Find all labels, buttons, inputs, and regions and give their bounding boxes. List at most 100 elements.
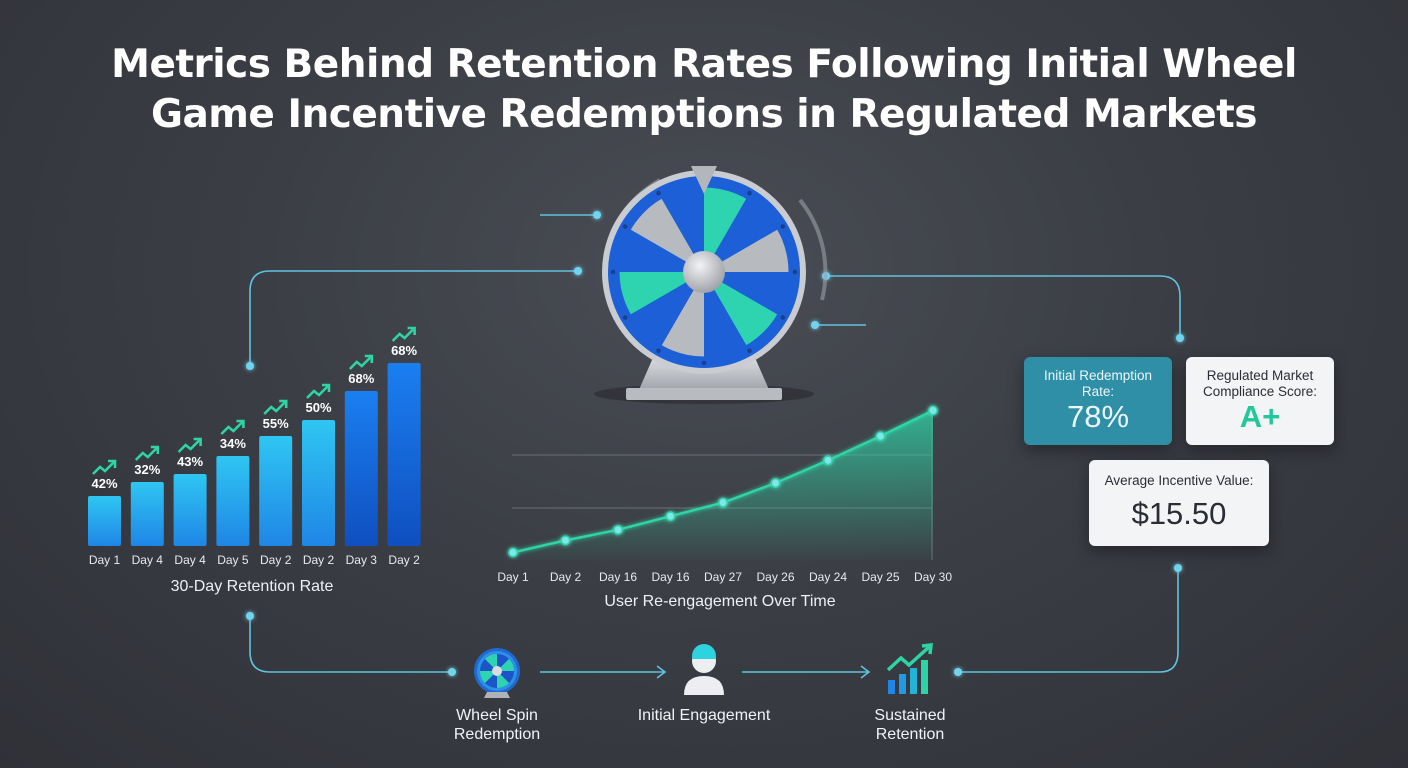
trend-up-icon [177,439,201,453]
average-incentive-value: $15.50 [1131,496,1227,531]
bar [130,482,164,546]
bar-category-label: Day 4 [174,553,206,567]
data-point [560,535,571,546]
flow-step-1-line-1: Wheel Spin [456,707,538,724]
compliance-label-2: Compliance Score: [1202,384,1318,399]
flow-step-wheel-spin: Wheel Spin Redemption [427,706,567,744]
initial-redemption-value: 78% [1066,399,1130,434]
bar [216,456,250,546]
flow-step-initial-engagement: Initial Engagement [614,706,794,725]
initial-redemption-label-1: Initial Redemption [1043,368,1153,383]
wheel-stud [610,269,616,275]
retention-bar-chart: 42% Day 1 32% Day 4 43% Day 4 34% Day 5 55% Day 2… [88,326,421,567]
data-point [613,524,623,535]
trend-arrowhead-icon [364,354,374,363]
connector-wheel-to-bars [249,270,578,365]
data-point [875,431,886,442]
wheel-stud [701,360,707,366]
compliance-card: Regulated Market Compliance Score: A+ [1186,357,1334,445]
flow-step-3-line-2: Retention [875,726,945,743]
wheel-segment [629,272,704,347]
area-fill [513,410,933,560]
average-incentive-label: Average Incentive Value: [1104,473,1254,488]
trend-arrowhead-icon [407,326,416,335]
x-tick-label: Day 26 [756,570,794,584]
wheel-stud [780,315,786,320]
trend-arrowhead-icon [108,459,117,468]
bar [344,391,378,546]
bar-category-label: Day 1 [89,553,121,567]
initial-redemption-label-2: Rate: [1081,384,1115,399]
flow-arrowhead-1 [656,665,667,679]
bar-category-label: Day 3 [346,553,378,567]
trend-arrowhead-icon [322,383,331,392]
x-tick-label: Day 16 [599,570,637,584]
average-incentive-card: Average Incentive Value: $15.50 [1089,460,1269,546]
bar-category-label: Day 5 [217,553,249,567]
initial-redemption-card: Initial Redemption Rate: 78% [1024,357,1172,445]
bar [387,363,421,546]
x-tick-label: Day 27 [704,570,742,584]
trend-arrowhead-icon [236,419,245,428]
wheel-segment [704,272,779,347]
bar-value-label: 68% [348,371,374,386]
flow-step-1-line-2: Redemption [453,726,541,743]
bar-category-label: Day 2 [388,553,420,567]
bar-category-label: Day 2 [260,553,292,567]
wheel-segment [629,197,704,272]
wheel-stud [656,190,661,196]
wheel-segments [618,186,790,358]
prize-wheel [594,166,828,404]
page-title: Metrics Behind Retention Rates Following… [0,40,1408,140]
connector-lines [249,214,1181,679]
connector-dots [246,211,1184,676]
bar-category-label: Day 4 [132,553,164,567]
wheel-stud [747,348,752,354]
wheel-segment [704,197,779,272]
bar-value-label: 55% [263,416,289,431]
trend-up-icon [263,401,287,415]
wheel-stud [622,315,628,320]
bar-category-label: Day 2 [303,553,335,567]
data-point [823,455,833,466]
data-point [665,511,676,522]
bar [173,474,207,546]
connector-flow-to-card [958,568,1179,673]
title-line-1: Metrics Behind Retention Rates Following… [111,42,1297,87]
compliance-label-1: Regulated Market [1206,368,1314,383]
trend-arrowhead-icon [193,437,202,446]
connector-bars-to-flow [249,616,452,673]
x-tick-label: Day 2 [550,570,582,584]
x-tick-label: Day 24 [809,570,847,584]
data-point [928,405,938,416]
wheel-stud [780,224,786,229]
bar-value-label: 68% [391,343,417,358]
x-tick-label: Day 30 [914,570,952,584]
x-tick-label: Day 25 [861,570,899,584]
flow-arrowhead-2 [860,665,871,679]
wheel-pointer-icon [691,166,717,194]
trend-up-icon [306,385,329,399]
wheel-segment [661,186,704,272]
trend-up-icon [134,447,158,461]
compliance-value: A+ [1239,399,1281,434]
data-point [718,497,728,508]
wheel-segment [704,272,790,315]
flow-step-2-line-1: Initial Engagement [637,707,771,724]
bar-value-label: 43% [177,454,203,469]
title-line-2: Game Incentive Redemptions in Regulated … [150,92,1258,137]
trend-up-icon [92,461,115,475]
area-chart-title: User Re-engagement Over Time [604,593,836,610]
bar-value-label: 34% [220,436,246,451]
wheel-stud [622,224,628,229]
x-tick-label: Day 16 [651,570,689,584]
wheel-segment [704,272,747,358]
bar [302,420,335,546]
growth-chart-icon [886,643,933,694]
data-point [508,547,518,558]
trend-arrowhead-icon [279,399,288,408]
flow-step-sustained-retention: Sustained Retention [850,706,970,744]
trend-up-icon [348,356,372,370]
wheel-segment [704,229,790,272]
